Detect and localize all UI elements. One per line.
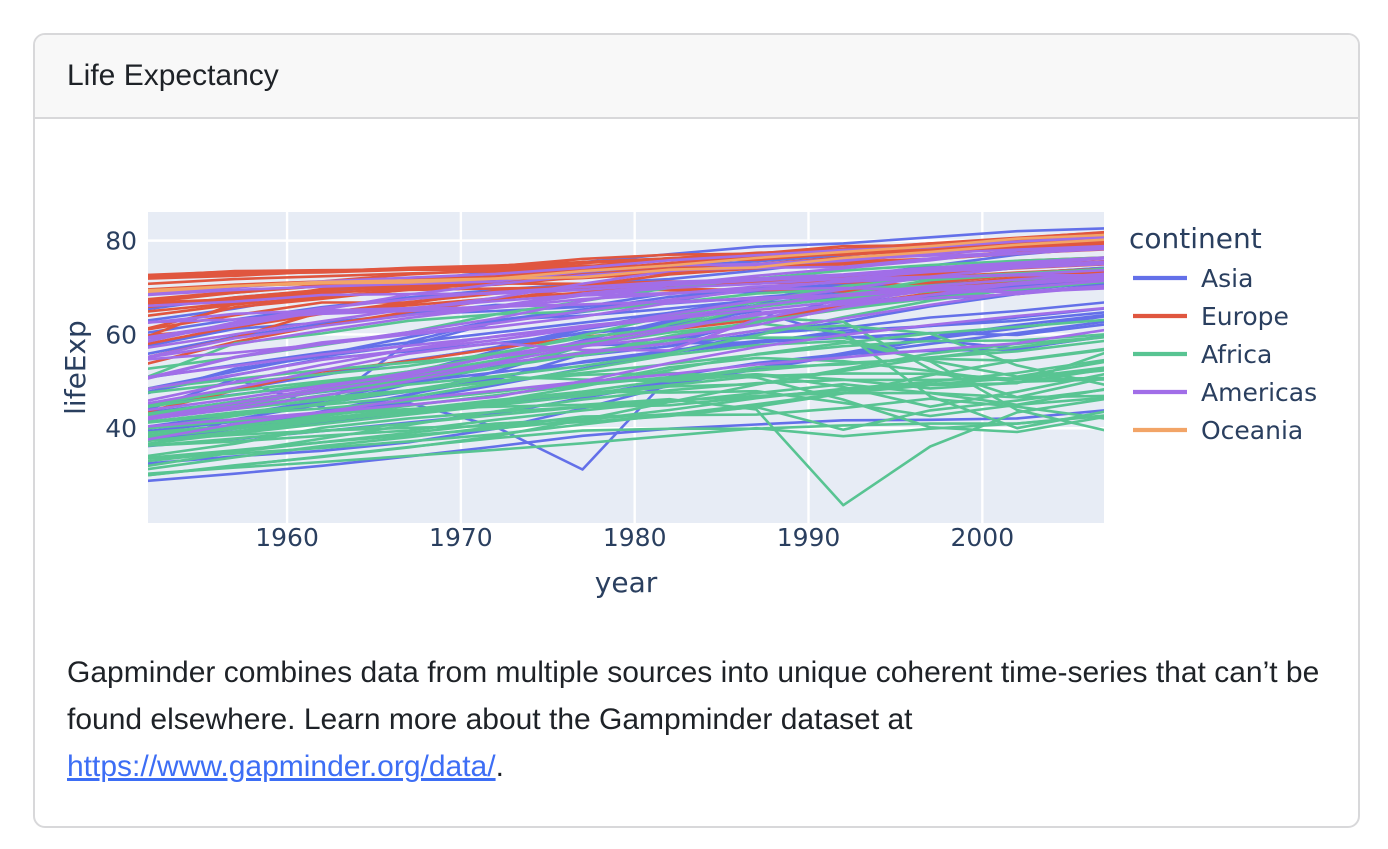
country-line-americas[interactable] xyxy=(148,285,1104,421)
legend-title: continent xyxy=(1129,222,1262,255)
x-axis-title: year xyxy=(595,566,658,599)
legend-label: Africa xyxy=(1201,340,1272,369)
x-tick-label: 1960 xyxy=(255,523,319,552)
legend-item-africa[interactable]: Africa xyxy=(1133,340,1272,369)
life-expectancy-card: Life Expectancy 1960 1970 1980 1990 2000 40 60… xyxy=(33,33,1360,828)
legend-item-asia[interactable]: Asia xyxy=(1133,264,1253,293)
legend-item-americas[interactable]: Americas xyxy=(1133,378,1317,407)
legend-label: Europe xyxy=(1201,302,1289,331)
country-line-africa[interactable] xyxy=(148,369,1104,468)
y-tick-label: 60 xyxy=(105,320,137,349)
country-line-africa[interactable] xyxy=(148,414,1104,476)
x-tick-label: 1990 xyxy=(777,523,841,552)
country-line-africa[interactable] xyxy=(148,335,1104,445)
x-tick-label: 1980 xyxy=(603,523,667,552)
country-line-asia[interactable] xyxy=(148,409,1104,483)
country-line-americas[interactable] xyxy=(148,272,1104,380)
country-line-americas[interactable] xyxy=(148,284,1104,421)
lifeexp-line-chart[interactable]: 1960 1970 1980 1990 2000 40 60 80 year lifeExp con… xyxy=(61,195,1331,615)
country-line-americas[interactable] xyxy=(148,306,1104,428)
gapminder-link[interactable]: https://www.gapminder.org/data/ xyxy=(67,750,496,783)
country-line-americas[interactable] xyxy=(148,274,1104,343)
country-line-americas[interactable] xyxy=(148,272,1104,419)
country-line-americas[interactable] xyxy=(148,244,1104,349)
y-tick-label: 40 xyxy=(105,414,137,443)
page-title: Life Expectancy xyxy=(67,59,279,92)
y-tick-label: 80 xyxy=(105,227,137,256)
y-axis-title: lifeExp xyxy=(61,320,92,415)
country-line-oceania[interactable] xyxy=(148,238,1104,292)
card-header: Life Expectancy xyxy=(35,35,1358,119)
description-suffix: . xyxy=(495,750,504,783)
legend-item-oceania[interactable]: Oceania xyxy=(1133,416,1303,445)
country-line-americas[interactable] xyxy=(148,275,1104,402)
country-line-africa[interactable] xyxy=(148,356,1104,437)
legend-label: Americas xyxy=(1201,378,1317,407)
country-line-africa[interactable] xyxy=(148,388,1104,463)
country-line-africa[interactable] xyxy=(148,335,1104,477)
description-text: Gapminder combines data from multiple so… xyxy=(67,656,1320,736)
card-body: 1960 1970 1980 1990 2000 40 60 80 year lifeExp con… xyxy=(35,195,1358,790)
chart-description: Gapminder combines data from multiple so… xyxy=(67,649,1323,790)
country-line-americas[interactable] xyxy=(148,260,1104,359)
legend-item-europe[interactable]: Europe xyxy=(1133,302,1289,331)
legend-label: Asia xyxy=(1201,264,1253,293)
legend-label: Oceania xyxy=(1201,416,1303,445)
x-tick-label: 1970 xyxy=(429,523,493,552)
country-line-americas[interactable] xyxy=(148,286,1104,340)
country-line-americas[interactable] xyxy=(148,256,1104,308)
country-line-africa[interactable] xyxy=(148,382,1104,447)
x-tick-label: 2000 xyxy=(951,523,1015,552)
